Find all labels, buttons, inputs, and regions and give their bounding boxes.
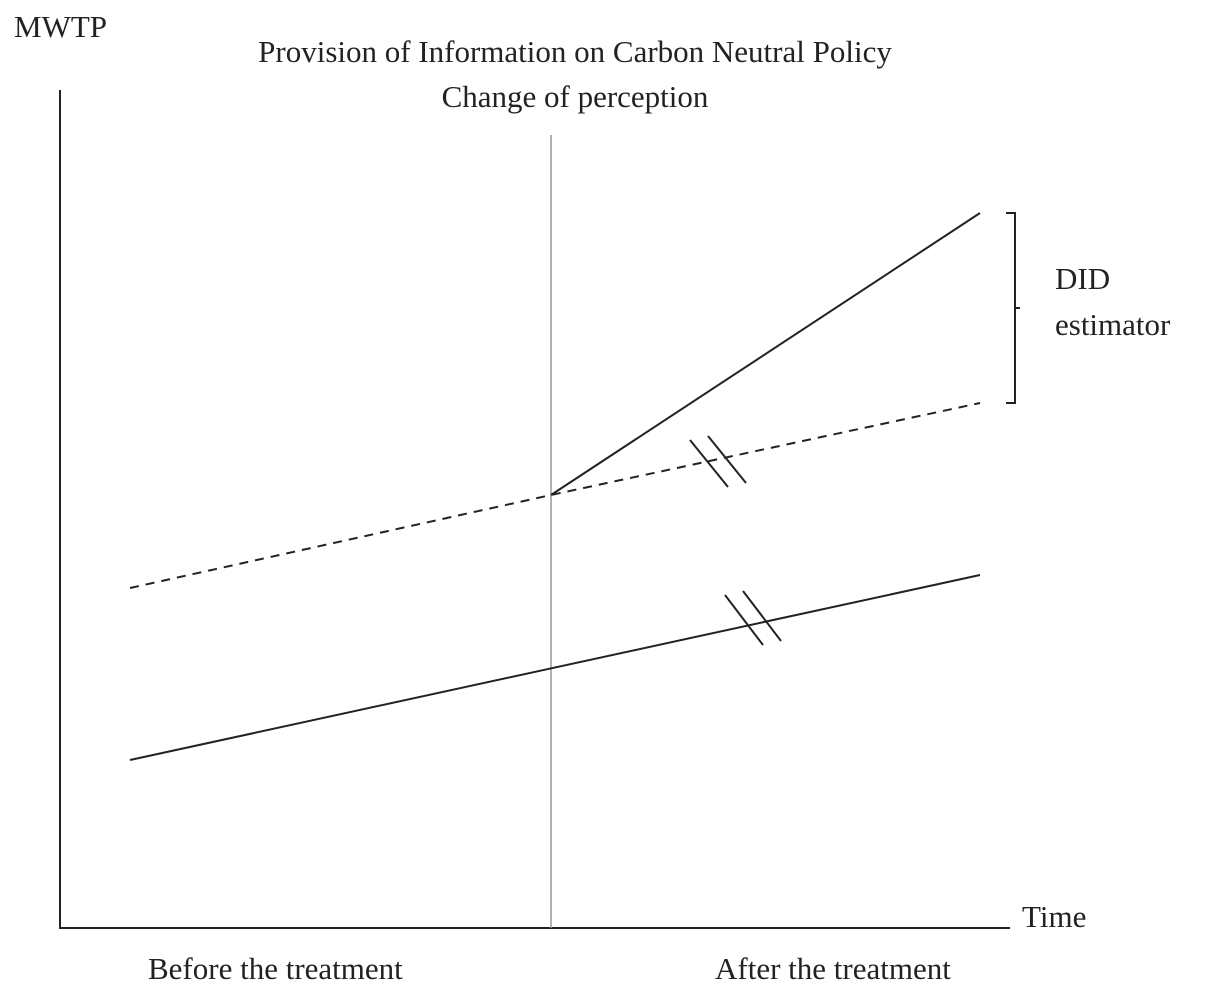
title-line: Provision of Information on Carbon Neutr… [258, 34, 892, 69]
estimator-label: DID [1055, 261, 1110, 296]
control-line [129, 574, 981, 761]
period-label: After the treatment [715, 951, 951, 986]
parallel-mark [689, 435, 782, 646]
title-line: Change of perception [442, 79, 709, 114]
counterfactual-line [129, 402, 981, 589]
did-bracket [1006, 212, 1020, 404]
treated-line [550, 212, 981, 496]
y-axis-label: MWTP [14, 9, 107, 44]
x-axis-label: Time [1022, 899, 1086, 934]
estimator-label: estimator [1055, 307, 1171, 342]
period-label: Before the treatment [148, 951, 403, 986]
